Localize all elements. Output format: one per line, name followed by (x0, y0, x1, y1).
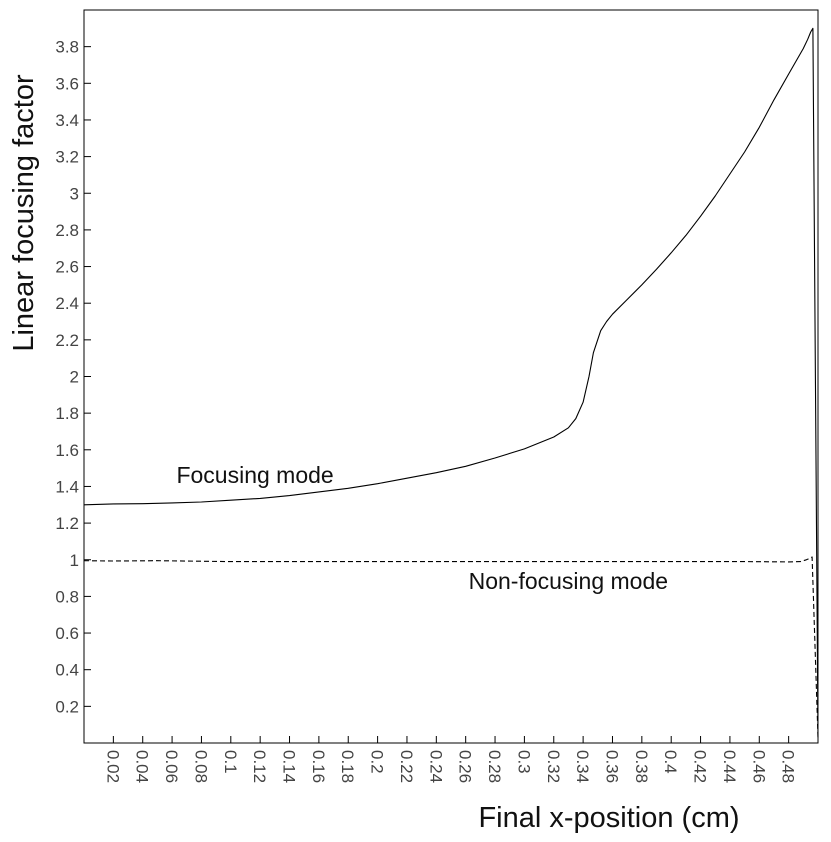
x-tick-label: 0.48 (779, 750, 798, 783)
y-tick-label: 2 (70, 368, 79, 387)
y-tick-label: 1 (70, 551, 79, 570)
x-tick-label: 0.3 (514, 750, 533, 774)
x-tick-label: 0.2 (368, 750, 387, 774)
x-tick-label: 0.16 (309, 750, 328, 783)
x-tick-label: 0.36 (602, 750, 621, 783)
annotation-label: Non-focusing mode (469, 568, 668, 594)
x-tick-label: 0.34 (573, 750, 592, 783)
y-tick-label: 2.6 (55, 258, 79, 277)
y-tick-label: 2.4 (55, 294, 79, 313)
x-tick-label: 0.26 (456, 750, 475, 783)
x-tick-label: 0.14 (280, 750, 299, 783)
x-tick-label: 0.08 (191, 750, 210, 783)
y-tick-label: 3 (70, 184, 79, 203)
x-tick-label: 0.1 (221, 750, 240, 774)
x-tick-label: 0.44 (720, 750, 739, 783)
x-tick-label: 0.46 (749, 750, 768, 783)
y-tick-label: 0.4 (55, 661, 79, 680)
x-axis-title: Final x-position (cm) (478, 802, 739, 834)
x-tick-label: 0.18 (338, 750, 357, 783)
y-tick-label: 3.6 (55, 74, 79, 93)
y-tick-label: 1.8 (55, 404, 79, 423)
y-tick-label: 3.4 (55, 111, 79, 130)
x-tick-label: 0.06 (162, 750, 181, 783)
y-tick-label: 1.6 (55, 441, 79, 460)
series-line-focusing (83, 27, 819, 738)
x-tick-label: 0.32 (544, 750, 563, 783)
x-tick-label: 0.04 (133, 750, 152, 783)
y-tick-label: 1.2 (55, 514, 79, 533)
y-tick-label: 3.8 (55, 38, 79, 57)
annotation-label: Focusing mode (176, 462, 333, 488)
x-tick-label: 0.24 (426, 750, 445, 783)
y-tick-label: 0.8 (55, 587, 79, 606)
y-tick-label: 0.6 (55, 624, 79, 643)
x-tick-label: 0.22 (397, 750, 416, 783)
x-tick-label: 0.28 (485, 750, 504, 783)
x-tick-label: 0.02 (103, 750, 122, 783)
y-tick-label: 2.2 (55, 331, 79, 350)
y-tick-label: 0.2 (55, 697, 79, 716)
series-layer (83, 27, 819, 738)
x-tick-label: 0.12 (250, 750, 269, 783)
x-tick-label: 0.38 (632, 750, 651, 783)
y-tick-label: 2.8 (55, 221, 79, 240)
series-line-non-focusing (83, 556, 819, 738)
y-tick-label: 1.4 (55, 477, 79, 496)
y-tick-label: 3.2 (55, 148, 79, 167)
y-axis-ticks: 0.2 0.4 0.6 0.8 1 1.2 1.4 1.6 1.8 2 2.2 2.4 2.6 2.8 3 3… (55, 38, 91, 716)
y-axis-title: Linear focusing factor (8, 74, 40, 352)
plot-frame (83, 9, 819, 744)
x-tick-label: 0.42 (691, 750, 710, 783)
x-tick-label: 0.4 (661, 750, 680, 774)
annotation-layer: Focusing mode Non-focusing mode (176, 462, 668, 594)
x-axis-ticks: 0.02 0.04 0.06 0.08 0.1 0.12 0.14 0.16 0.18 0.2 0.… (103, 736, 798, 783)
